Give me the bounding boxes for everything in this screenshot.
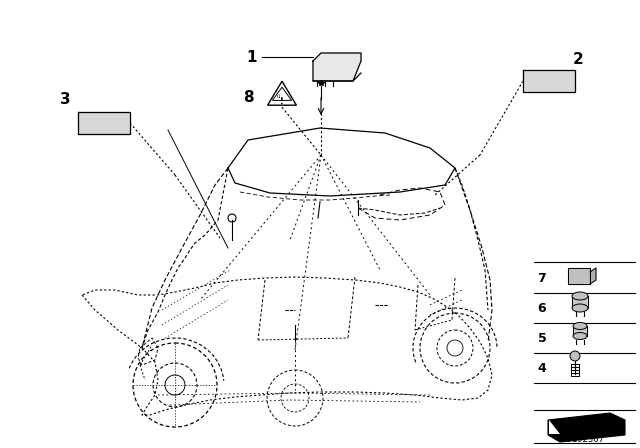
Text: 2: 2 xyxy=(573,52,584,68)
Ellipse shape xyxy=(572,292,588,300)
Polygon shape xyxy=(548,413,625,442)
Polygon shape xyxy=(573,326,587,336)
Polygon shape xyxy=(590,268,596,284)
Ellipse shape xyxy=(573,332,587,340)
Text: 8: 8 xyxy=(243,90,253,105)
Ellipse shape xyxy=(572,304,588,312)
Polygon shape xyxy=(568,268,590,284)
Text: 4: 4 xyxy=(538,362,547,375)
Polygon shape xyxy=(572,296,588,308)
Text: 3: 3 xyxy=(60,92,70,108)
Text: 00192307: 00192307 xyxy=(561,435,605,444)
Text: 5: 5 xyxy=(538,332,547,345)
Polygon shape xyxy=(78,112,130,134)
Text: 1: 1 xyxy=(247,49,257,65)
Circle shape xyxy=(570,351,580,361)
Text: 7: 7 xyxy=(538,271,547,284)
Text: !: ! xyxy=(280,96,284,105)
Polygon shape xyxy=(273,87,292,100)
Text: ü: ü xyxy=(276,95,280,99)
Ellipse shape xyxy=(573,323,587,329)
Text: 6: 6 xyxy=(538,302,547,314)
Polygon shape xyxy=(523,70,575,92)
Polygon shape xyxy=(549,420,560,434)
Polygon shape xyxy=(313,53,361,81)
Polygon shape xyxy=(268,81,296,105)
